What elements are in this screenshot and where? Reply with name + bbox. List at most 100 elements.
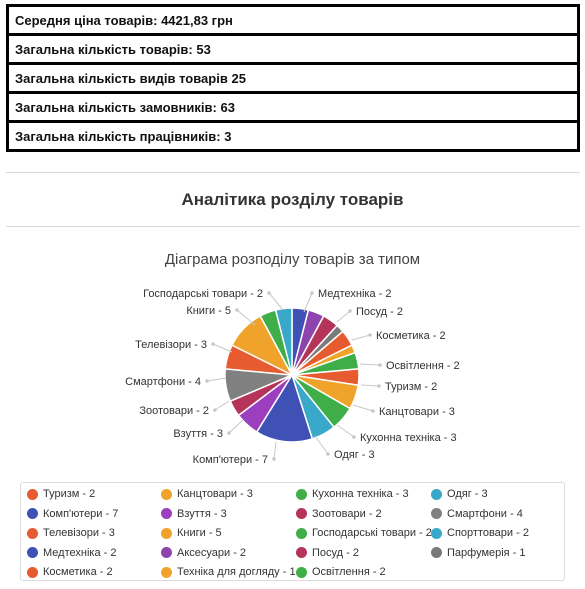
legend-swatch [161, 488, 172, 500]
legend-label: Аксесуари - 2 [177, 546, 247, 559]
callout-line [268, 292, 284, 311]
slice-label: Косметика - 2 [376, 330, 446, 342]
callout-line [236, 309, 256, 326]
stats-panel: Середня ціна товарів: 4421,83 грн Загаль… [6, 4, 580, 152]
stat-average-price: Середня ціна товарів: 4421,83 грн [9, 7, 577, 33]
legend-swatch [27, 508, 38, 519]
legend-swatch [431, 508, 442, 519]
legend-label: Парфумерія - 1 [447, 546, 526, 559]
slice-label: Взуття - 3 [173, 428, 223, 440]
legend-item[interactable]: Медтехніка - 2 [27, 547, 116, 559]
callout-line [360, 384, 380, 387]
callout-line [336, 310, 351, 323]
legend-item[interactable]: Спорттовари - 2 [431, 527, 529, 539]
legend-item[interactable]: Парфумерія - 1 [431, 547, 526, 559]
callout-line [303, 292, 313, 313]
stat-value: 63 [220, 99, 235, 115]
legend-label: Косметика - 2 [43, 566, 113, 578]
stat-employees: Загальна кількість працівників: 3 [9, 123, 577, 149]
callout-line [214, 400, 230, 411]
legend-swatch [161, 566, 172, 578]
pie-chart: Медтехніка - 2 Посуд - 2 Косметика - 2 Осві… [125, 288, 460, 466]
stat-value: 53 [196, 41, 211, 57]
legend-label: Медтехніка - 2 [43, 546, 117, 559]
slice-label: Освітлення - 2 [386, 360, 460, 372]
legend-swatch [27, 566, 38, 578]
legend-swatch [296, 488, 307, 500]
legend-swatch [161, 508, 172, 519]
chart-title: Діаграма розподілу товарів за типом [164, 251, 421, 268]
legend-item[interactable]: Одяг - 3 [431, 488, 488, 500]
stat-label: Загальна кількість видів товарів [15, 70, 228, 86]
legend-swatch [27, 527, 38, 539]
legend-label: Туризм - 2 [43, 488, 96, 500]
legend-item[interactable]: Телевізори - 3 [27, 527, 115, 539]
callout-line [314, 435, 329, 455]
legend-item[interactable]: Канцтовари - 3 [161, 488, 253, 500]
legend-item[interactable]: Туризм - 2 [27, 488, 95, 500]
slice-label: Смартфони - 4 [125, 376, 201, 388]
legend-item[interactable]: Комп'ютери - 7 [27, 508, 118, 520]
callout-line [351, 334, 371, 341]
slice-label: Медтехніка - 2 [318, 288, 391, 300]
stat-label: Загальна кількість замовників: [15, 99, 217, 115]
legend-item[interactable]: Зоотовари - 2 [296, 508, 382, 520]
legend-swatch [296, 547, 307, 558]
legend-item[interactable]: Смартфони - 4 [431, 508, 523, 520]
legend-label: Одяг - 3 [447, 488, 488, 500]
legend-label: Книги - 5 [177, 527, 222, 539]
legend-swatch [296, 527, 307, 539]
slice-label: Канцтовари - 3 [379, 406, 455, 418]
slice-label: Телевізори - 3 [135, 339, 207, 351]
callout-line [212, 343, 233, 353]
stat-label: Загальна кількість працівників: [15, 128, 221, 144]
legend-swatch [161, 527, 172, 539]
legend-item[interactable]: Аксесуари - 2 [161, 547, 246, 559]
legend-label: Зоотовари - 2 [312, 507, 382, 520]
legend-item[interactable]: Косметика - 2 [27, 566, 113, 578]
slice-label: Одяг - 3 [334, 449, 375, 461]
callout-line [359, 363, 381, 366]
callout-line [352, 404, 374, 412]
legend-item[interactable]: Кухонна техніка - 3 [296, 488, 409, 500]
divider [6, 226, 580, 227]
legend-label: Техніка для догляду - 1 [177, 566, 296, 578]
divider [6, 172, 580, 173]
legend-label: Посуд - 2 [312, 546, 359, 559]
slice-label: Зоотовари - 2 [139, 405, 209, 417]
legend-item[interactable]: Господарські товари - 2 [296, 527, 432, 539]
legend-swatch [431, 547, 442, 558]
legend-swatch [431, 488, 442, 500]
pie-slice[interactable] [255, 373, 314, 443]
slice-label: Комп'ютери - 7 [193, 454, 268, 466]
legend-label: Господарські товари - 2 [312, 527, 432, 539]
legend-swatch [161, 547, 172, 558]
callout-line [228, 419, 244, 434]
legend-swatch [27, 547, 38, 558]
legend-label: Телевізори - 3 [43, 527, 115, 539]
legend-label: Спорттовари - 2 [447, 527, 529, 539]
legend-item[interactable]: Взуття - 3 [161, 508, 227, 520]
legend-item[interactable]: Техніка для догляду - 1 [161, 566, 296, 578]
legend-label: Освітлення - 2 [312, 566, 386, 578]
stat-customers: Загальна кількість замовників: 63 [9, 94, 577, 120]
stat-label: Середня ціна товарів: [15, 12, 158, 28]
slice-label: Книги - 5 [186, 305, 231, 317]
legend-swatch [296, 566, 307, 578]
stat-value: 4421,83 грн [161, 12, 233, 28]
pie-slice[interactable] [274, 307, 293, 376]
legend-label: Канцтовари - 3 [177, 488, 253, 500]
stat-value: 25 [231, 70, 246, 86]
legend-label: Смартфони - 4 [447, 507, 523, 520]
callout-line [273, 441, 277, 460]
legend-item[interactable]: Посуд - 2 [296, 547, 359, 559]
callout-line [206, 377, 227, 382]
legend-swatch [27, 488, 38, 500]
legend-label: Комп'ютери - 7 [43, 507, 119, 520]
legend-item[interactable]: Книги - 5 [161, 527, 222, 539]
legend-label: Кухонна техніка - 3 [312, 488, 409, 500]
stat-label: Загальна кількість товарів: [15, 41, 193, 57]
slice-label: Господарські товари - 2 [143, 288, 263, 300]
callout-line [336, 424, 355, 438]
legend-item[interactable]: Освітлення - 2 [296, 566, 386, 578]
